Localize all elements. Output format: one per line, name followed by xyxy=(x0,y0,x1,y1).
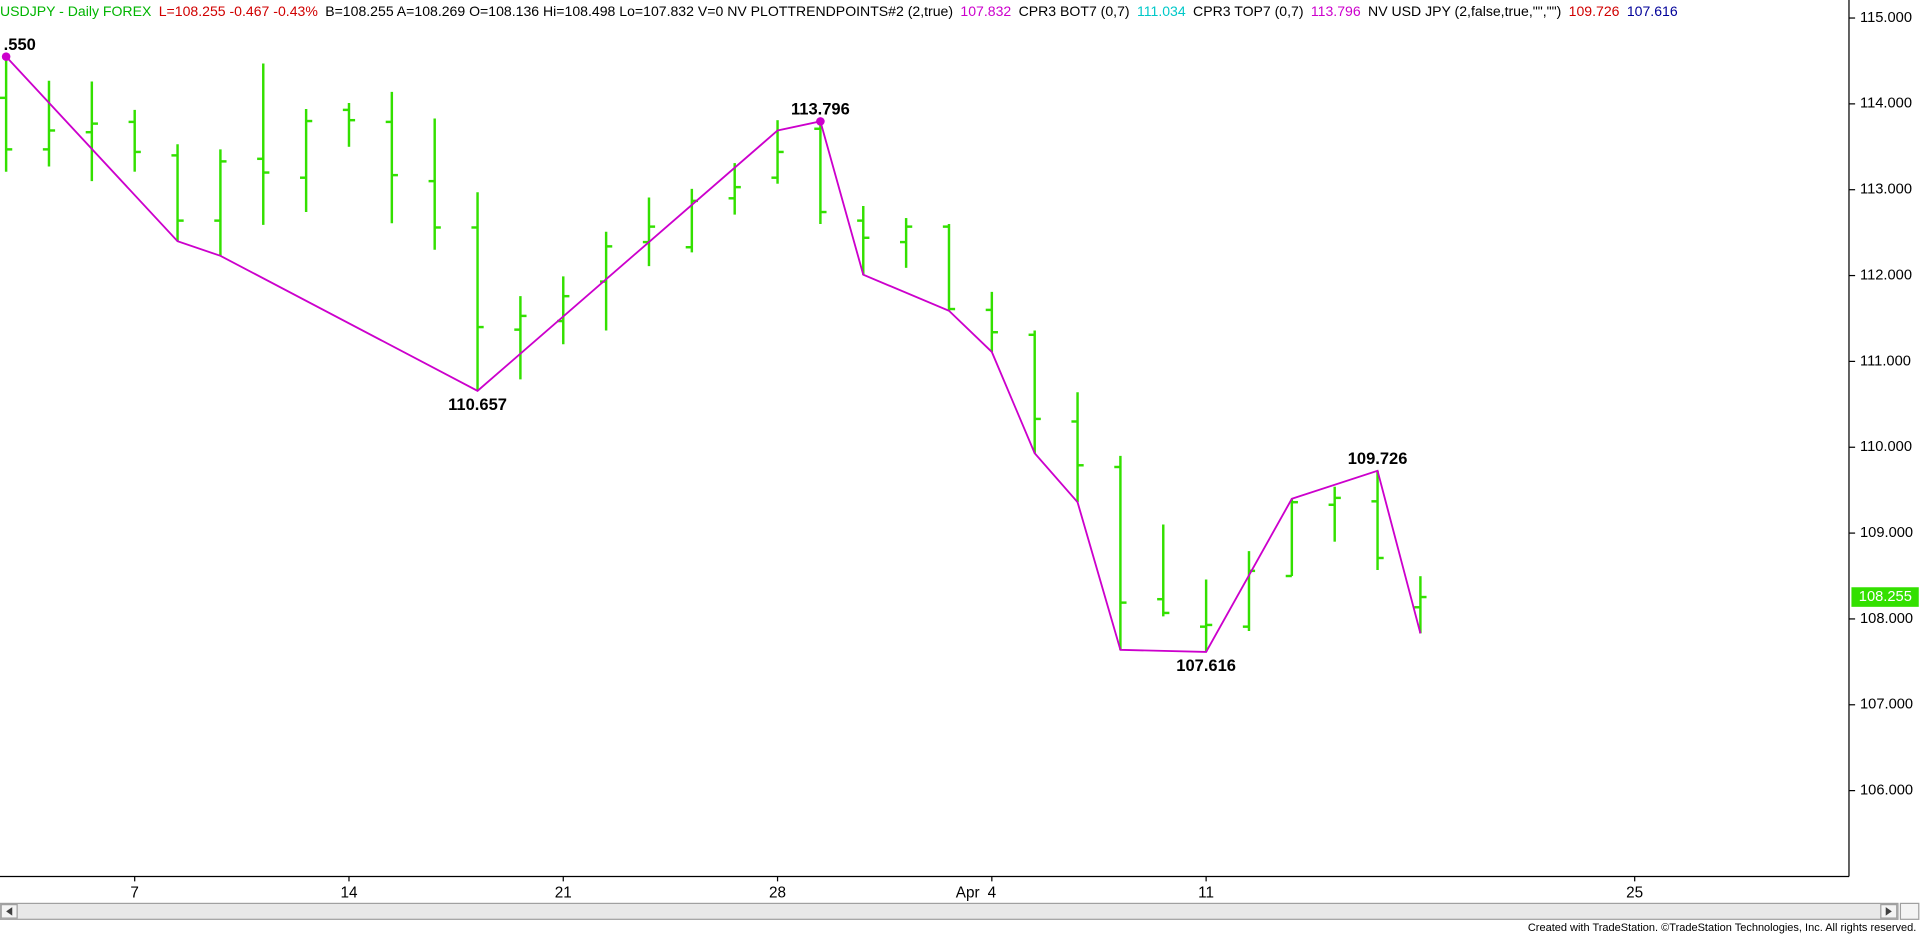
header-part: USDJPY - Daily FOREX xyxy=(0,3,152,19)
y-tick-label: 112.000 xyxy=(1860,267,1912,283)
header-part: B=108.255 A=108.269 O=108.136 Hi=108.498… xyxy=(325,3,953,19)
pivot-label: 107.616 xyxy=(1176,656,1236,675)
x-tick-label: 7 xyxy=(130,885,139,902)
pivot-label: 113.796 xyxy=(791,100,850,119)
pivot-label: .550 xyxy=(4,35,36,54)
trend-line xyxy=(5,56,1422,653)
month-label: Apr xyxy=(956,885,980,902)
header-part: 107.616 xyxy=(1627,3,1678,19)
last-price-label: 108.255 xyxy=(1859,589,1912,605)
y-tick-label: 108.000 xyxy=(1860,611,1913,627)
y-tick-label: 110.000 xyxy=(1860,439,1912,455)
header-part: 113.796 xyxy=(1311,3,1361,19)
y-tick-label: 114.000 xyxy=(1860,96,1912,112)
y-tick-label: 109.000 xyxy=(1860,525,1913,541)
pivot-marker xyxy=(1,52,11,61)
x-tick-label: 21 xyxy=(555,885,572,902)
last-price-box xyxy=(1851,587,1919,607)
header-part: L=108.255 -0.467 -0.43% xyxy=(159,3,318,19)
x-tick-label: 25 xyxy=(1626,885,1643,902)
x-tick-label: 28 xyxy=(769,885,786,902)
y-tick-label: 107.000 xyxy=(1860,697,1913,713)
header-part: 109.726 xyxy=(1569,3,1620,19)
header-part: NV USD JPY (2,false,true,"","") xyxy=(1368,3,1561,19)
y-tick-label: 113.000 xyxy=(1860,182,1912,198)
arrow-icon xyxy=(1885,907,1892,916)
x-tick-label: 11 xyxy=(1198,885,1214,902)
pivot-marker xyxy=(816,117,825,126)
scrollbar[interactable] xyxy=(0,902,1899,920)
zoom-box[interactable] xyxy=(1899,902,1920,920)
header-part: CPR3 BOT7 (0,7) xyxy=(1019,3,1130,19)
footer: Created with TradeStation. ©TradeStation… xyxy=(1528,922,1916,934)
pivot-label: 110.657 xyxy=(448,395,507,414)
y-tick-label: 111.000 xyxy=(1860,353,1911,369)
y-tick-label: 106.000 xyxy=(1860,782,1913,798)
plot-area xyxy=(0,52,1427,653)
x-tick-label: 4 xyxy=(988,885,997,902)
header-part: 111.034 xyxy=(1137,3,1186,19)
x-tick-label: 14 xyxy=(340,885,358,902)
chart-header: USDJPY - Daily FOREX L=108.255 -0.467 -0.… xyxy=(0,3,1678,19)
arrow-icon xyxy=(6,907,13,916)
header-part: 107.832 xyxy=(960,3,1011,19)
y-tick-label: 115.000 xyxy=(1860,10,1912,26)
pivot-label: 109.726 xyxy=(1348,449,1408,468)
header-part: CPR3 TOP7 (0,7) xyxy=(1193,3,1303,19)
